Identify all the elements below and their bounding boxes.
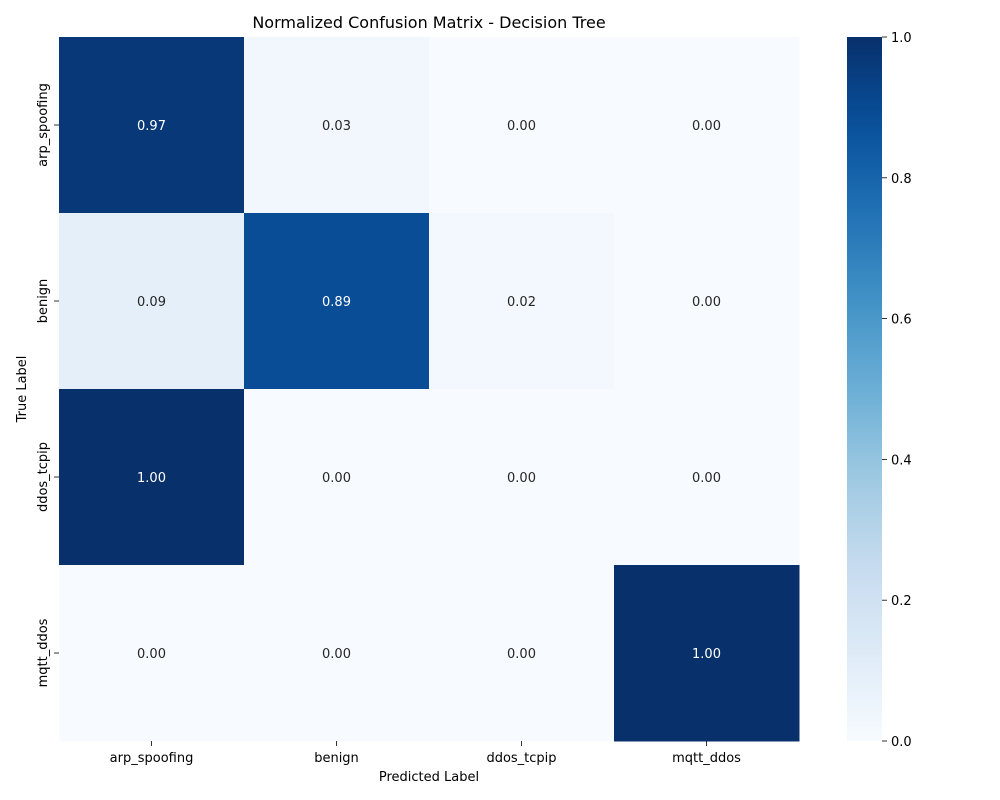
cell-value-label: 0.02 [507, 295, 536, 310]
heatmap-cell [59, 213, 245, 390]
heatmap-cell [59, 389, 245, 566]
heatmap-cell [244, 213, 430, 390]
cell-value-label: 0.03 [322, 119, 351, 134]
cell-value-label: 0.00 [322, 471, 351, 486]
heatmap-cell [429, 389, 615, 566]
heatmap-cell [244, 37, 430, 214]
x-axis-label: Predicted Label [379, 770, 479, 785]
heatmap-cells [59, 37, 800, 742]
y-tick-label: benign [36, 279, 51, 324]
colorbar-tick-label: 0.8 [891, 172, 912, 187]
heatmap-cell [429, 37, 615, 214]
cell-value-label: 1.00 [137, 471, 166, 486]
colorbar-tick-label: 0.4 [891, 453, 912, 468]
cell-value-label: 0.00 [137, 647, 166, 662]
colorbar-tick-label: 0.2 [891, 594, 912, 609]
cell-value-label: 1.00 [692, 647, 721, 662]
heatmap-cell-labels: 0.97 0.03 0.00 0.00 0.09 0.89 0.02 0.00 1.00 0.00… [137, 119, 721, 662]
x-tick-label: arp_spoofing [110, 751, 194, 766]
colorbar-tick-label: 1.0 [891, 31, 912, 46]
y-tick-label: ddos_tcpip [36, 442, 51, 512]
cell-value-label: 0.00 [692, 295, 721, 310]
x-tick-label: ddos_tcpip [486, 751, 556, 766]
x-tick-label: mqtt_ddos [672, 751, 741, 766]
y-tick-label: mqtt_ddos [36, 618, 51, 687]
colorbar [847, 37, 882, 741]
cell-value-label: 0.09 [137, 295, 166, 310]
cell-value-label: 0.89 [322, 295, 351, 310]
heatmap-cell [614, 213, 800, 390]
colorbar-ticks: 0.0 0.2 0.4 0.6 0.8 1.0 [882, 31, 912, 750]
heatmap-cell [429, 213, 615, 390]
cell-value-label: 0.00 [692, 119, 721, 134]
heatmap-cell [244, 389, 430, 566]
y-axis-label: True Label [15, 356, 30, 424]
heatmap-cell [244, 565, 430, 742]
heatmap-cell [614, 37, 800, 214]
cell-value-label: 0.97 [137, 119, 166, 134]
heatmap-cell [429, 565, 615, 742]
chart-title: Normalized Confusion Matrix - Decision T… [252, 13, 605, 32]
heatmap-cell [614, 389, 800, 566]
cell-value-label: 0.00 [507, 119, 536, 134]
x-tick-label: benign [314, 751, 359, 766]
heatmap-cell [59, 37, 245, 214]
cell-value-label: 0.00 [507, 471, 536, 486]
y-tick-label: arp_spoofing [36, 83, 51, 167]
x-axis-ticks: arp_spoofing benign ddos_tcpip mqtt_ddos [110, 741, 741, 766]
heatmap-cell [59, 565, 245, 742]
cell-value-label: 0.00 [692, 471, 721, 486]
colorbar-tick-label: 0.6 [891, 313, 912, 328]
colorbar-tick-label: 0.0 [891, 735, 912, 750]
heatmap-cell [614, 565, 800, 742]
cell-value-label: 0.00 [322, 647, 351, 662]
cell-value-label: 0.00 [507, 647, 536, 662]
